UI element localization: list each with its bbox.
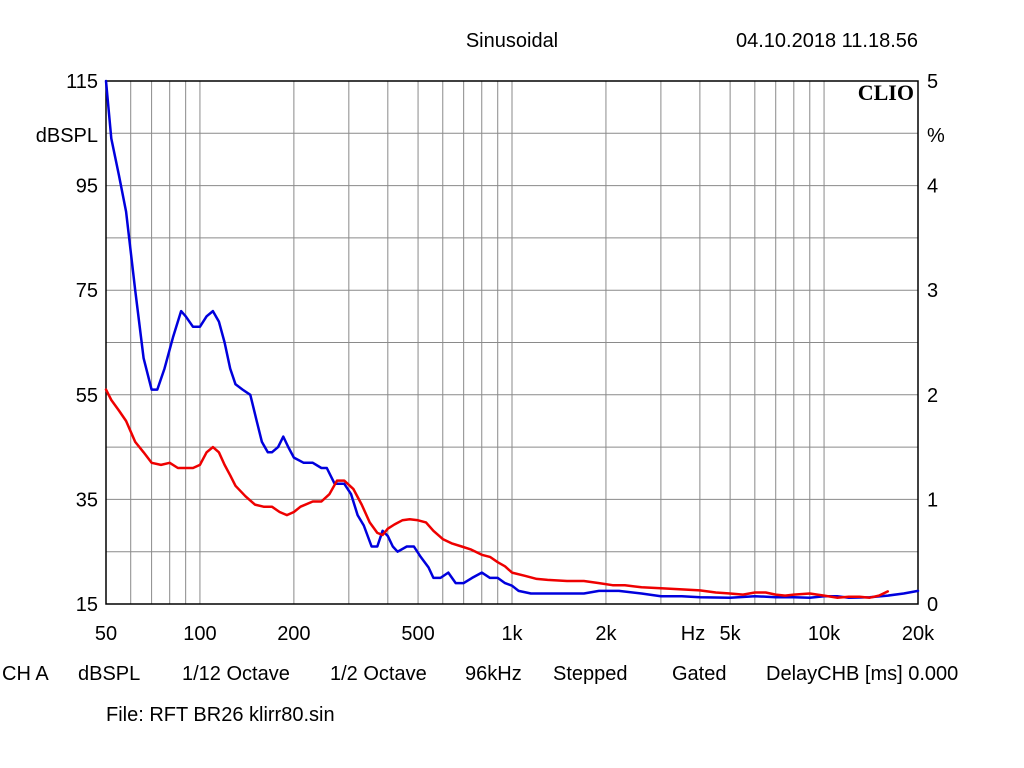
x-tick-label: 2k (595, 623, 617, 645)
y-left-tick-label: 15 (76, 594, 98, 616)
footer-delay: DelayCHB [ms] 0.000 (766, 663, 958, 685)
grid (106, 81, 918, 604)
clio-logo: CLIO (858, 80, 914, 105)
tick-labels: 50 100 200 500 1k 2k 5k 10k 20k 115 95 75 55 35 15 5 4 3 2… (66, 71, 938, 645)
footer-unit: dBSPL (78, 663, 140, 685)
plot-frame (105, 80, 919, 605)
y-left-tick-label: 75 (76, 280, 98, 302)
x-tick-label: 50 (95, 623, 117, 645)
y-right-tick-label: 4 (927, 176, 938, 198)
x-tick-label: 5k (720, 623, 742, 645)
footer-step: 1/2 Octave (330, 663, 427, 685)
x-tick-label: 10k (808, 623, 841, 645)
spl-series-line (104, 79, 920, 599)
y-left-tick-label: 35 (76, 489, 98, 511)
series-group (104, 79, 920, 599)
y-left-tick-label: 55 (76, 385, 98, 407)
y-right-tick-label: 2 (927, 385, 938, 407)
x-tick-label: 1k (501, 623, 523, 645)
x-tick-label: 20k (902, 623, 935, 645)
y-right-tick-label: 1 (927, 489, 938, 511)
footer-file: File: RFT BR26 klirr80.sin (106, 704, 335, 726)
footer-channel: CH A (2, 663, 49, 685)
x-tick-label: 100 (183, 623, 216, 645)
footer-rate: 96kHz (465, 663, 522, 685)
x-tick-label: 500 (401, 623, 434, 645)
y-left-tick-label: 95 (76, 176, 98, 198)
y-right-tick-label: 5 (927, 71, 938, 93)
x-axis-unit: Hz (681, 623, 705, 645)
y-right-tick-label: 0 (927, 594, 938, 616)
y-left-tick-label: 115 (66, 71, 98, 93)
right-axis-unit: % (927, 125, 945, 147)
footer-gated: Gated (672, 663, 726, 685)
distortion-series-line (104, 388, 890, 599)
mode-label: Sinusoidal (466, 30, 558, 52)
footer-smoothing: 1/12 Octave (182, 663, 290, 685)
footer-stepped: Stepped (553, 663, 628, 685)
x-tick-label: 200 (277, 623, 310, 645)
left-axis-unit: dBSPL (36, 125, 98, 147)
datetime-label: 04.10.2018 11.18.56 (736, 30, 918, 52)
y-right-tick-label: 3 (927, 280, 938, 302)
